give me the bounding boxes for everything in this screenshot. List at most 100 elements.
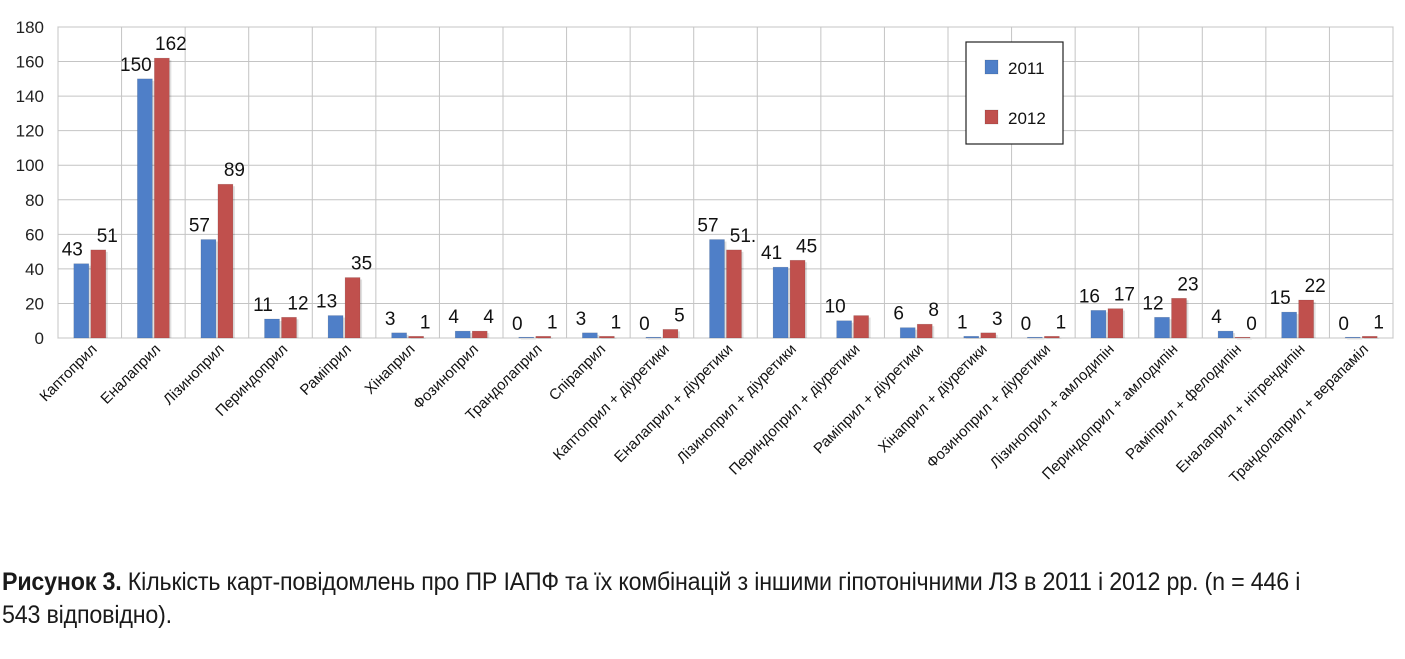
legend-label-2012: 2012 (1008, 109, 1046, 128)
bar-2011 (709, 239, 725, 339)
data-label-2011: 41 (761, 243, 782, 264)
bar-2012 (1361, 335, 1378, 339)
bar-shadow (1029, 339, 1045, 340)
bar-2012 (1044, 335, 1060, 339)
bar-shadow (601, 338, 617, 339)
data-label-2011: 3 (576, 309, 587, 330)
bar-2011 (518, 336, 535, 339)
y-tick-label: 140 (16, 87, 44, 106)
x-category-label: Фозиноприл + діуретики (923, 341, 1054, 472)
bar-2011 (454, 330, 471, 339)
data-label-2011: 0 (1338, 314, 1349, 335)
data-label-2012: 51 (97, 226, 118, 247)
bar-2011 (1027, 336, 1043, 339)
data-label-2012: 4 (483, 307, 494, 328)
data-label-2012: 0 (1246, 314, 1257, 335)
data-label-2011: 0 (512, 314, 523, 335)
data-label-2011: 3 (385, 309, 396, 330)
bar-2011 (1090, 310, 1107, 339)
x-category-label: Еналаприл (97, 341, 164, 408)
bar-2011 (582, 332, 598, 339)
bar-2012 (1298, 299, 1314, 339)
data-label-2012: 1 (1056, 312, 1067, 333)
x-category-label: Хінаприл (362, 341, 419, 398)
data-label-2012: 1 (547, 312, 558, 333)
bar-2011 (264, 318, 280, 339)
x-category-label: Трандолаприл + верапаміл (1226, 341, 1372, 487)
bar-shadow (1237, 339, 1253, 340)
y-tick-label: 0 (35, 329, 44, 348)
bar-2011 (836, 320, 852, 339)
bar-2012 (980, 332, 997, 339)
bar-shadow (410, 338, 426, 339)
data-label-2011: 11 (253, 295, 273, 316)
bar-2011 (200, 239, 217, 339)
bar-2012 (281, 316, 297, 339)
data-label-2011: 4 (448, 307, 459, 328)
y-tick-label: 80 (25, 191, 44, 210)
x-category-label: Каптоприл (36, 341, 100, 405)
data-label-2012: 17 (1114, 285, 1135, 306)
y-tick-label: 100 (16, 156, 44, 175)
x-category-label: Раміприл + фелодипін (1122, 341, 1244, 463)
legend-box (965, 41, 1064, 145)
data-label-2011: 13 (316, 292, 337, 313)
data-label-2012: 1 (420, 312, 431, 333)
bar-2012 (344, 277, 361, 339)
figure-caption: Рисунок 3. Кількість карт-повідомлень пр… (2, 566, 1304, 632)
data-label-2011: 10 (825, 297, 846, 318)
x-category-label: Периндоприл + амлодипін (1039, 341, 1181, 483)
data-label-2011: 150 (120, 55, 152, 76)
data-label-2012: 5 (674, 305, 685, 326)
bar-2011 (137, 78, 153, 339)
bar-2012 (408, 335, 424, 339)
data-label-2011: 57 (697, 216, 718, 237)
bar-2012 (726, 249, 742, 339)
data-label-2011: 6 (893, 304, 904, 325)
legend-swatch-2012 (984, 109, 999, 125)
data-label-2011: 15 (1270, 288, 1291, 309)
bar-2011 (772, 266, 789, 339)
x-category-label: Раміприл (297, 341, 355, 399)
data-label-2012: 89 (224, 160, 245, 181)
data-label-2012: 23 (1177, 274, 1198, 295)
data-label-2012: 162 (155, 34, 187, 55)
x-category-label: Периндоприл + діуретики (726, 341, 864, 479)
data-label-2012: 12 (287, 293, 308, 314)
bar-2012 (154, 57, 170, 339)
bar-2012 (1107, 308, 1124, 339)
legend-label-2011: 2011 (1008, 59, 1045, 78)
data-label-2012: 3 (992, 309, 1003, 330)
data-label-2012: 8 (928, 300, 939, 321)
data-label-2011: 43 (62, 240, 83, 261)
bar-2011 (963, 335, 980, 339)
x-category-label: Лізиноприл (160, 341, 228, 409)
x-category-label: Раміприл + діуретики (810, 341, 927, 458)
bar-2012 (916, 323, 933, 339)
data-label-2012: 51. (730, 226, 756, 247)
data-label-2011: 57 (189, 216, 210, 237)
data-label-2012: 45 (796, 236, 817, 257)
y-tick-label: 120 (16, 122, 44, 141)
y-tick-label: 160 (16, 53, 44, 72)
bar-2012 (471, 330, 488, 339)
data-label-2011: 16 (1079, 286, 1100, 307)
data-label-2011: 12 (1142, 293, 1163, 314)
x-category-label: Лізиноприл + амлодипін (987, 341, 1118, 472)
x-category-label: Спіраприл (546, 341, 609, 404)
data-label-2011: 4 (1211, 307, 1222, 328)
data-label-2012: 1 (611, 312, 622, 333)
x-category-label: Еналаприл + нітрендипін (1173, 341, 1309, 477)
caption-lead: Рисунок 3. (2, 568, 122, 596)
bar-2012 (90, 249, 107, 339)
y-tick-label: 60 (25, 225, 44, 244)
bar-2012 (853, 315, 869, 339)
bar-2011 (899, 327, 916, 339)
data-label-2011: 0 (1021, 314, 1032, 335)
x-category-label: Каптоприл + діуретики (550, 341, 673, 464)
bar-2012 (662, 329, 679, 339)
bar-shadow (520, 339, 536, 340)
bar-2012 (217, 183, 234, 339)
bar-2012 (789, 259, 806, 339)
bar-shadow (1364, 338, 1380, 339)
